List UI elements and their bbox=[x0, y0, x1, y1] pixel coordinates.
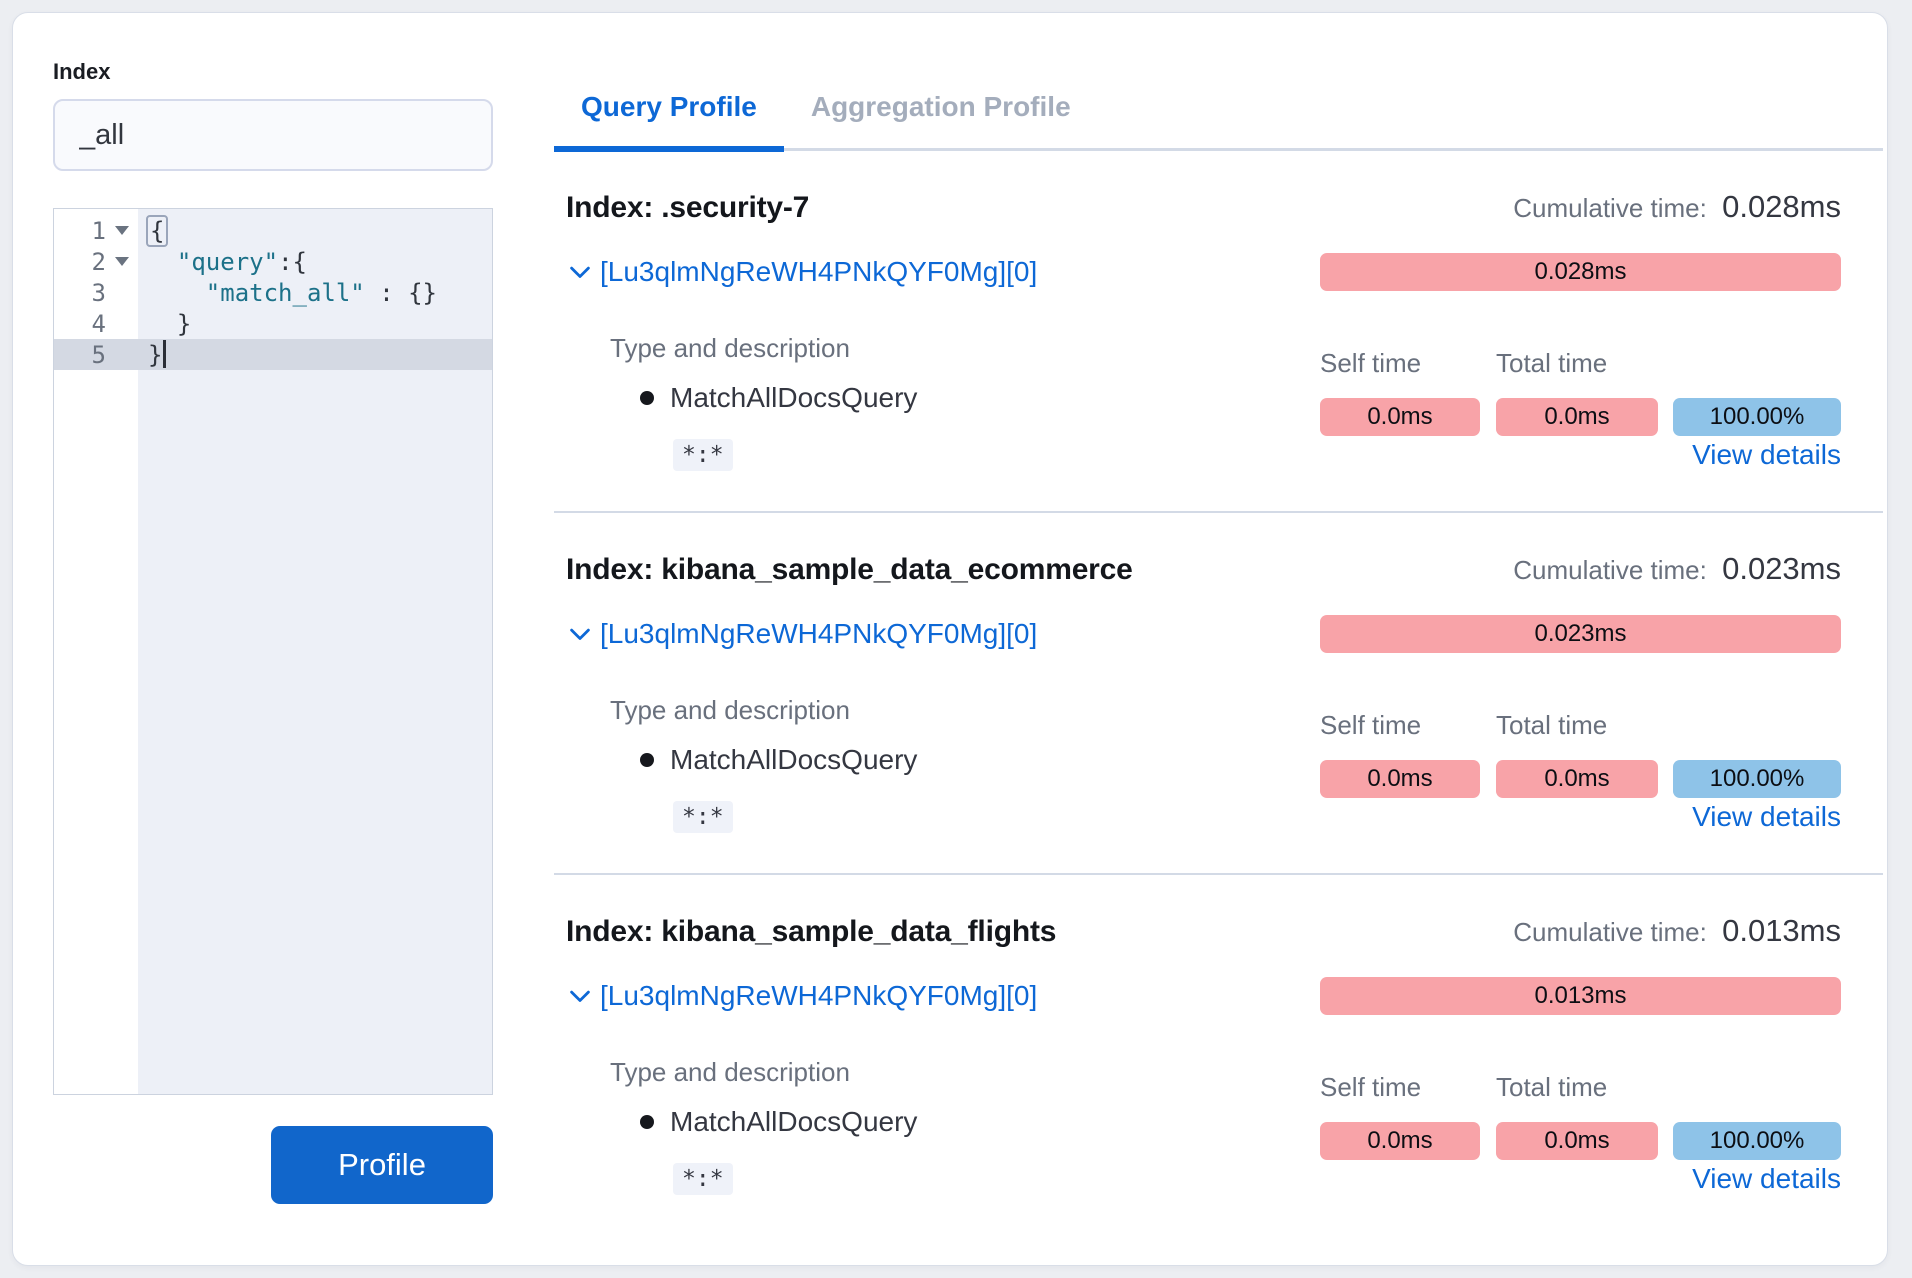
self-time-header: Self time bbox=[1320, 1072, 1422, 1102]
query-type-row: MatchAllDocsQuery bbox=[640, 744, 917, 776]
editor-line: 1{ bbox=[54, 214, 492, 247]
search-profiler-card: Index 1{2 "query":{3 "match_all" : {}4 }… bbox=[12, 12, 1888, 1266]
shard-id: [Lu3qlmNgReWH4PNkQYF0Mg][0] bbox=[600, 980, 1038, 1011]
type-and-description-header: Type and description bbox=[610, 694, 850, 725]
cumulative-time-value: 0.013ms bbox=[1722, 913, 1841, 948]
line-number: 3 bbox=[91, 278, 106, 307]
shard-id: [Lu3qlmNgReWH4PNkQYF0Mg][0] bbox=[600, 618, 1038, 649]
query-type: MatchAllDocsQuery bbox=[670, 744, 918, 775]
lucene-query-chip: *:* bbox=[673, 1163, 733, 1195]
self-time-header: Self time bbox=[1320, 348, 1422, 378]
code-punctuation: :{ bbox=[278, 247, 307, 276]
cumulative-time: Cumulative time: 0.023ms bbox=[1513, 551, 1841, 587]
shard-id: [Lu3qlmNgReWH4PNkQYF0Mg][0] bbox=[600, 256, 1038, 287]
total-time-badge: 0.0ms bbox=[1496, 760, 1658, 798]
line-number: 5 bbox=[91, 340, 106, 369]
cumulative-time-label: Cumulative time: bbox=[1513, 193, 1707, 223]
editor-line: 5} bbox=[54, 339, 492, 370]
total-time-header: Total time bbox=[1496, 710, 1608, 740]
chevron-down-icon bbox=[566, 982, 594, 1010]
index-title: Index: kibana_sample_data_flights bbox=[566, 915, 1057, 948]
fold-arrow-icon[interactable] bbox=[115, 257, 129, 266]
editor-line: 4 } bbox=[54, 308, 492, 339]
cumulative-time-value: 0.028ms bbox=[1722, 189, 1841, 224]
cumulative-time-label: Cumulative time: bbox=[1513, 917, 1707, 947]
shard-time-badge: 0.028ms bbox=[1320, 253, 1841, 291]
self-time-badge: 0.0ms bbox=[1320, 760, 1480, 798]
percent-badge: 100.00% bbox=[1673, 760, 1841, 798]
fold-arrow-icon[interactable] bbox=[115, 226, 129, 235]
shard-link[interactable]: [Lu3qlmNgReWH4PNkQYF0Mg][0] bbox=[566, 256, 1037, 288]
shard-link[interactable]: [Lu3qlmNgReWH4PNkQYF0Mg][0] bbox=[566, 618, 1037, 650]
editor-line: 3 "match_all" : {} bbox=[54, 277, 492, 308]
type-and-description-header: Type and description bbox=[610, 332, 850, 363]
shard-time-badge: 0.023ms bbox=[1320, 615, 1841, 653]
index-title: Index: .security-7 bbox=[566, 191, 810, 224]
code-punctuation: : {} bbox=[364, 278, 437, 307]
query-type-row: MatchAllDocsQuery bbox=[640, 1106, 917, 1138]
query-code-editor[interactable]: 1{2 "query":{3 "match_all" : {} 4 } 5} bbox=[53, 208, 493, 1095]
cumulative-time: Cumulative time: 0.028ms bbox=[1513, 189, 1841, 225]
index-field-label: Index bbox=[53, 59, 111, 84]
index-input[interactable] bbox=[53, 99, 493, 171]
cumulative-time: Cumulative time: 0.013ms bbox=[1513, 913, 1841, 949]
editor-lines: 1{2 "query":{3 "match_all" : {} 4 } 5} bbox=[54, 214, 492, 370]
profile-results-panel: Query Profile Aggregation Profile Index:… bbox=[554, 13, 1883, 1235]
cumulative-time-label: Cumulative time: bbox=[1513, 555, 1707, 585]
total-time-badge: 0.0ms bbox=[1496, 398, 1658, 436]
index-profile-sections: Index: .security-7 Cumulative time: 0.02… bbox=[554, 151, 1883, 1235]
profile-button[interactable]: Profile bbox=[271, 1126, 493, 1204]
index-profile-section: Index: kibana_sample_data_flights Cumula… bbox=[554, 873, 1883, 1235]
chevron-down-icon bbox=[566, 258, 594, 286]
line-number: 2 bbox=[91, 247, 106, 276]
profile-tabs: Query Profile Aggregation Profile bbox=[554, 13, 1883, 152]
self-time-header: Self time bbox=[1320, 710, 1422, 740]
self-time-badge: 0.0ms bbox=[1320, 1122, 1480, 1160]
code-punctuation: { bbox=[146, 214, 169, 247]
shard-time-badge: 0.013ms bbox=[1320, 977, 1841, 1015]
view-details-link[interactable]: View details bbox=[1692, 1163, 1841, 1194]
code-punctuation bbox=[148, 279, 206, 307]
bullet-icon bbox=[640, 1115, 654, 1129]
total-time-header: Total time bbox=[1496, 348, 1608, 378]
query-type: MatchAllDocsQuery bbox=[670, 382, 918, 413]
percent-badge: 100.00% bbox=[1673, 398, 1841, 436]
self-time-badge: 0.0ms bbox=[1320, 398, 1480, 436]
code-punctuation: } bbox=[148, 309, 192, 338]
view-details-link[interactable]: View details bbox=[1692, 801, 1841, 832]
code-punctuation bbox=[148, 248, 177, 276]
index-profile-section: Index: kibana_sample_data_ecommerce Cumu… bbox=[554, 511, 1883, 873]
total-time-badge: 0.0ms bbox=[1496, 1122, 1658, 1160]
percent-badge: 100.00% bbox=[1673, 1122, 1841, 1160]
bullet-icon bbox=[640, 391, 654, 405]
type-and-description-header: Type and description bbox=[610, 1056, 850, 1087]
shard-link[interactable]: [Lu3qlmNgReWH4PNkQYF0Mg][0] bbox=[566, 980, 1037, 1012]
cumulative-time-value: 0.023ms bbox=[1722, 551, 1841, 586]
index-profile-section: Index: .security-7 Cumulative time: 0.02… bbox=[554, 151, 1883, 511]
total-time-header: Total time bbox=[1496, 1072, 1608, 1102]
code-string: "query" bbox=[176, 247, 279, 276]
view-details-link[interactable]: View details bbox=[1692, 439, 1841, 470]
lucene-query-chip: *:* bbox=[673, 439, 733, 471]
tab-query-profile[interactable]: Query Profile bbox=[554, 91, 784, 152]
line-number: 4 bbox=[91, 309, 106, 338]
chevron-down-icon bbox=[566, 620, 594, 648]
query-type: MatchAllDocsQuery bbox=[670, 1106, 918, 1137]
bullet-icon bbox=[640, 753, 654, 767]
line-number: 1 bbox=[91, 216, 106, 245]
code-punctuation: } bbox=[148, 341, 163, 369]
query-type-row: MatchAllDocsQuery bbox=[640, 382, 917, 414]
editor-line: 2 "query":{ bbox=[54, 246, 492, 277]
lucene-query-chip: *:* bbox=[673, 801, 733, 833]
text-cursor bbox=[163, 340, 167, 368]
code-string: "match_all" bbox=[205, 278, 365, 307]
index-title: Index: kibana_sample_data_ecommerce bbox=[566, 553, 1133, 586]
tab-aggregation-profile[interactable]: Aggregation Profile bbox=[810, 91, 1071, 122]
